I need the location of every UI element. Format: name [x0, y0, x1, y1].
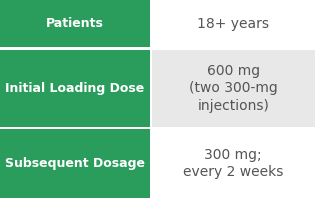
Text: Patients: Patients: [46, 17, 104, 30]
Text: 300 mg;
every 2 weeks: 300 mg; every 2 weeks: [183, 148, 284, 179]
Text: Initial Loading Dose: Initial Loading Dose: [5, 82, 145, 95]
Bar: [0, 129, 150, 198]
Bar: [0, 50, 150, 127]
Bar: [0, 0, 150, 47]
Text: 600 mg
(two 300-mg
injections): 600 mg (two 300-mg injections): [189, 64, 278, 113]
Text: 18+ years: 18+ years: [197, 17, 269, 31]
Bar: [152, 129, 315, 198]
Bar: [152, 0, 315, 47]
Text: Subsequent Dosage: Subsequent Dosage: [5, 157, 145, 170]
Bar: [152, 50, 315, 127]
